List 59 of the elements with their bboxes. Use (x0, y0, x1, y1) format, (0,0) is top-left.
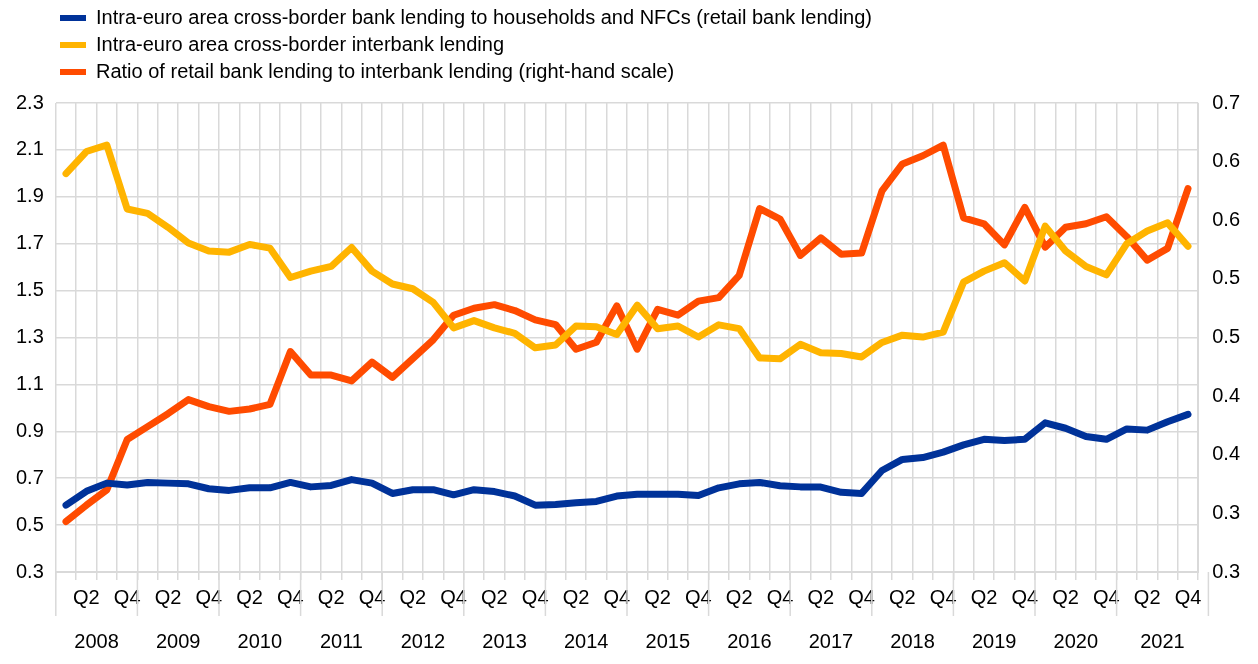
legend-label: Intra-euro area cross-border bank lending to households and NFCs (retail bank lending) (96, 6, 872, 29)
x-tick-label: Q2 (481, 585, 508, 608)
legend-label: Ratio of retail bank lending to interbank lending (right-hand scale) (96, 60, 675, 83)
x-tick-label: Q2 (807, 585, 835, 608)
x-tick-label: Q2 (644, 585, 671, 608)
text: 2016 (727, 629, 772, 652)
text: 2009 (155, 629, 201, 652)
legend-label: Intra-euro area cross-border interbank lending (96, 33, 504, 56)
x-tick-label: Q2 (1052, 585, 1079, 608)
x-tick-label: Q2 (317, 585, 345, 608)
x-tick-label: Q2 (236, 585, 263, 608)
y-tick-label: 0.3 (15, 559, 44, 582)
y-tick-label: 1.3 (15, 325, 44, 348)
y-tick-label: 0.5 (15, 512, 44, 535)
x-tick-label: Q4 (848, 585, 875, 608)
y-tick-label: 1.5 (15, 278, 44, 301)
x-tick-label: Q4 (1011, 585, 1039, 608)
text: 2017 (808, 629, 854, 652)
x-tick-label: Q2 (889, 585, 916, 608)
text: 2014 (563, 629, 609, 652)
y-tick-label: 2.1 (15, 137, 44, 160)
y2-tick-label: 0.5 (1212, 266, 1241, 289)
y-tick-label: 1.9 (15, 184, 44, 207)
y2-tick-label: 0.3 (1212, 559, 1241, 582)
y-tick-label: 0.7 (15, 465, 44, 488)
y-tick-label: 2.3 (15, 90, 44, 113)
text: 2011 (319, 629, 363, 652)
x-tick-label: Q2 (562, 585, 590, 608)
x-tick-label: Q4 (766, 585, 794, 608)
y2-tick-label: 0.6 (1212, 149, 1241, 172)
x-tick-label: Q4 (1174, 585, 1202, 608)
x-tick-label: Q4 (440, 585, 467, 608)
text: 2019 (971, 629, 1017, 652)
text: 2015 (645, 629, 691, 652)
text: 2012 (400, 629, 446, 652)
x-tick-label: Q2 (1133, 585, 1161, 608)
x-tick-label: Q2 (725, 585, 753, 608)
x-tick-label: Q4 (603, 585, 631, 608)
y-tick-label: 0.9 (15, 418, 44, 441)
y2-tick-label: 0.4 (1212, 383, 1241, 406)
y2-tick-label: 0.3 (1212, 500, 1241, 523)
text: 2020 (1053, 629, 1099, 652)
text: 2021 (1140, 629, 1185, 652)
x-tick-label: Q2 (73, 585, 100, 608)
text: 2018 (890, 629, 935, 652)
y-tick-label: 1.7 (15, 231, 44, 254)
y2-tick-label: 0.5 (1212, 325, 1241, 348)
x-tick-label: Q4 (195, 585, 223, 608)
x-tick-label: Q2 (399, 585, 427, 608)
text: 2013 (482, 629, 527, 652)
text: 2010 (237, 629, 283, 652)
y2-tick-label: 0.4 (1212, 442, 1241, 465)
y2-tick-label: 0.6 (1212, 207, 1241, 230)
text: 2008 (74, 629, 119, 652)
y-tick-label: 1.1 (15, 371, 44, 394)
x-tick-label: Q2 (154, 585, 182, 608)
x-tick-label: Q2 (970, 585, 998, 608)
y2-tick-label: 0.7 (1212, 90, 1241, 113)
x-tick-label: Q4 (358, 585, 386, 608)
